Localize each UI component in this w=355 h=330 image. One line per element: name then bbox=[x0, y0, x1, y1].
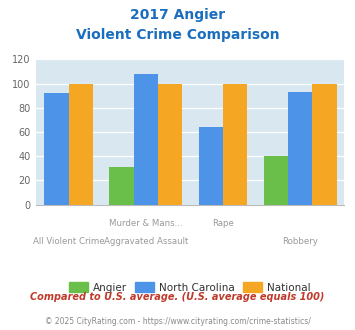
Text: Murder & Mans...: Murder & Mans... bbox=[109, 219, 182, 228]
Bar bbox=[223, 83, 247, 205]
Bar bbox=[199, 127, 223, 205]
Bar bbox=[109, 167, 134, 205]
Bar bbox=[134, 74, 158, 205]
Bar bbox=[312, 83, 337, 205]
Text: © 2025 CityRating.com - https://www.cityrating.com/crime-statistics/: © 2025 CityRating.com - https://www.city… bbox=[45, 317, 310, 326]
Text: Compared to U.S. average. (U.S. average equals 100): Compared to U.S. average. (U.S. average … bbox=[30, 292, 325, 302]
Text: Aggravated Assault: Aggravated Assault bbox=[104, 237, 188, 246]
Bar bbox=[264, 156, 288, 205]
Text: Robbery: Robbery bbox=[282, 237, 318, 246]
Text: Violent Crime Comparison: Violent Crime Comparison bbox=[76, 28, 279, 42]
Bar bbox=[44, 93, 69, 205]
Text: Rape: Rape bbox=[212, 219, 234, 228]
Text: All Violent Crime: All Violent Crime bbox=[33, 237, 104, 246]
Text: 2017 Angier: 2017 Angier bbox=[130, 8, 225, 22]
Bar bbox=[288, 92, 312, 205]
Bar bbox=[158, 83, 182, 205]
Bar bbox=[69, 83, 93, 205]
Legend: Angier, North Carolina, National: Angier, North Carolina, National bbox=[65, 278, 315, 297]
